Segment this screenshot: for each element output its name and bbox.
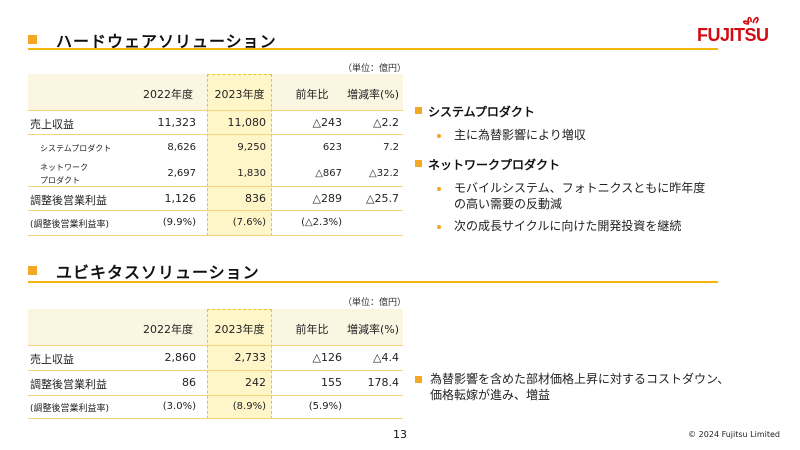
cell-value: (5.9%) [308, 401, 342, 412]
row-divider [28, 110, 403, 111]
bullet-dot [437, 187, 441, 191]
row-label-adjusted-operating-profit: 調整後営業利益 [30, 194, 107, 207]
svg-text:FUJITSU: FUJITSU [697, 25, 769, 44]
row-divider [28, 370, 403, 371]
highlight-column-2023 [207, 74, 272, 236]
bullet-dot [437, 134, 441, 138]
bullet-text: 為替影響を含めた部材価格上昇に対するコストダウン、 [430, 372, 730, 386]
col-header-yoy: 前年比 [295, 323, 329, 336]
cell-value: △4.4 [373, 351, 399, 364]
cell-value: 1,126 [164, 192, 197, 205]
cell-value: 86 [182, 376, 196, 389]
section-title-hardware: ハードウェアソリューション [56, 32, 277, 51]
cell-value: 623 [322, 142, 342, 153]
cell-value: 2,733 [234, 351, 267, 364]
row-label-revenue: 売上収益 [30, 353, 74, 366]
section-marker [28, 266, 37, 275]
cell-value: △126 [312, 351, 342, 364]
cell-value: (8.9%) [232, 401, 266, 412]
cell-value: 9,250 [237, 142, 266, 153]
row-divider [28, 186, 403, 187]
col-header-rate: 増減率(%) [346, 323, 400, 336]
section-title-ubiquitous: ユビキタスソリューション [56, 263, 260, 282]
bullet-marker [415, 107, 422, 114]
copyright: © 2024 Fujitsu Limited [688, 430, 780, 439]
highlight-column-2023 [207, 309, 272, 419]
cell-value: 11,080 [227, 116, 267, 129]
row-divider [28, 345, 403, 346]
bullet-marker [415, 376, 422, 383]
cell-value: 7.2 [383, 142, 399, 153]
bullet-text: 価格転嫁が進み、増益 [430, 388, 551, 402]
cell-value: △32.2 [369, 168, 399, 179]
col-header-rate: 増減率(%) [346, 88, 400, 101]
bullet-text: 主に為替影響により増収 [454, 128, 586, 142]
row-divider [28, 210, 403, 211]
cell-value: (7.6%) [232, 217, 266, 228]
cell-value: △243 [312, 116, 342, 129]
row-label-network-product-line1: ネットワーク [40, 163, 88, 172]
section-marker [28, 35, 37, 44]
row-label-adjusted-operating-profit: 調整後営業利益 [30, 378, 107, 391]
row-label-network-product-line2: プロダクト [40, 176, 80, 185]
cell-value: 2,697 [167, 168, 196, 179]
cell-value: 1,830 [237, 168, 266, 179]
cell-value: △2.2 [373, 116, 399, 129]
row-label-adjusted-margin: (調整後営業利益率) [30, 404, 110, 414]
col-header-2022: 2022年度 [143, 88, 193, 101]
page-number: 13 [393, 428, 407, 441]
row-divider [28, 134, 403, 135]
row-divider [28, 395, 403, 396]
cell-value: 155 [321, 376, 342, 389]
bullet-heading-network-product: ネットワークプロダクト [428, 158, 561, 172]
col-header-yoy: 前年比 [295, 88, 329, 101]
cell-value: △867 [315, 168, 342, 179]
bullet-dot [437, 225, 441, 229]
cell-value: (3.0%) [162, 401, 196, 412]
row-divider [28, 235, 403, 236]
bullet-text: モバイルシステム、フォトニクスともに昨年度 [454, 181, 706, 195]
section-underline [28, 281, 718, 283]
cell-value: (9.9%) [162, 217, 196, 228]
cell-value: 242 [245, 376, 266, 389]
col-header-2023: 2023年度 [214, 323, 265, 336]
cell-value: 178.4 [367, 376, 400, 389]
cell-value: △25.7 [366, 192, 399, 205]
row-label-adjusted-margin: (調整後営業利益率) [30, 220, 110, 230]
cell-value: 8,626 [167, 142, 196, 153]
col-header-2022: 2022年度 [143, 323, 193, 336]
row-label-system-product: システムプロダクト [40, 144, 112, 153]
col-header-2023: 2023年度 [214, 88, 265, 101]
bullet-marker [415, 160, 422, 167]
cell-value: 2,860 [164, 351, 197, 364]
cell-value: △289 [312, 192, 342, 205]
bullet-heading-system-product: システムプロダクト [428, 105, 535, 119]
fujitsu-logo: FUJITSU [697, 16, 769, 44]
cell-value: 836 [245, 192, 266, 205]
cell-value: (△2.3%) [301, 217, 342, 228]
bullet-text: の高い需要の反動減 [454, 197, 563, 211]
row-label-revenue: 売上収益 [30, 118, 74, 131]
unit-label: （単位：億円） [343, 298, 407, 308]
unit-label: （単位：億円） [343, 64, 407, 74]
bullet-text: 次の成長サイクルに向けた開発投資を継続 [454, 219, 682, 233]
cell-value: 11,323 [157, 116, 197, 129]
section-underline [28, 48, 718, 50]
row-divider [28, 418, 403, 419]
